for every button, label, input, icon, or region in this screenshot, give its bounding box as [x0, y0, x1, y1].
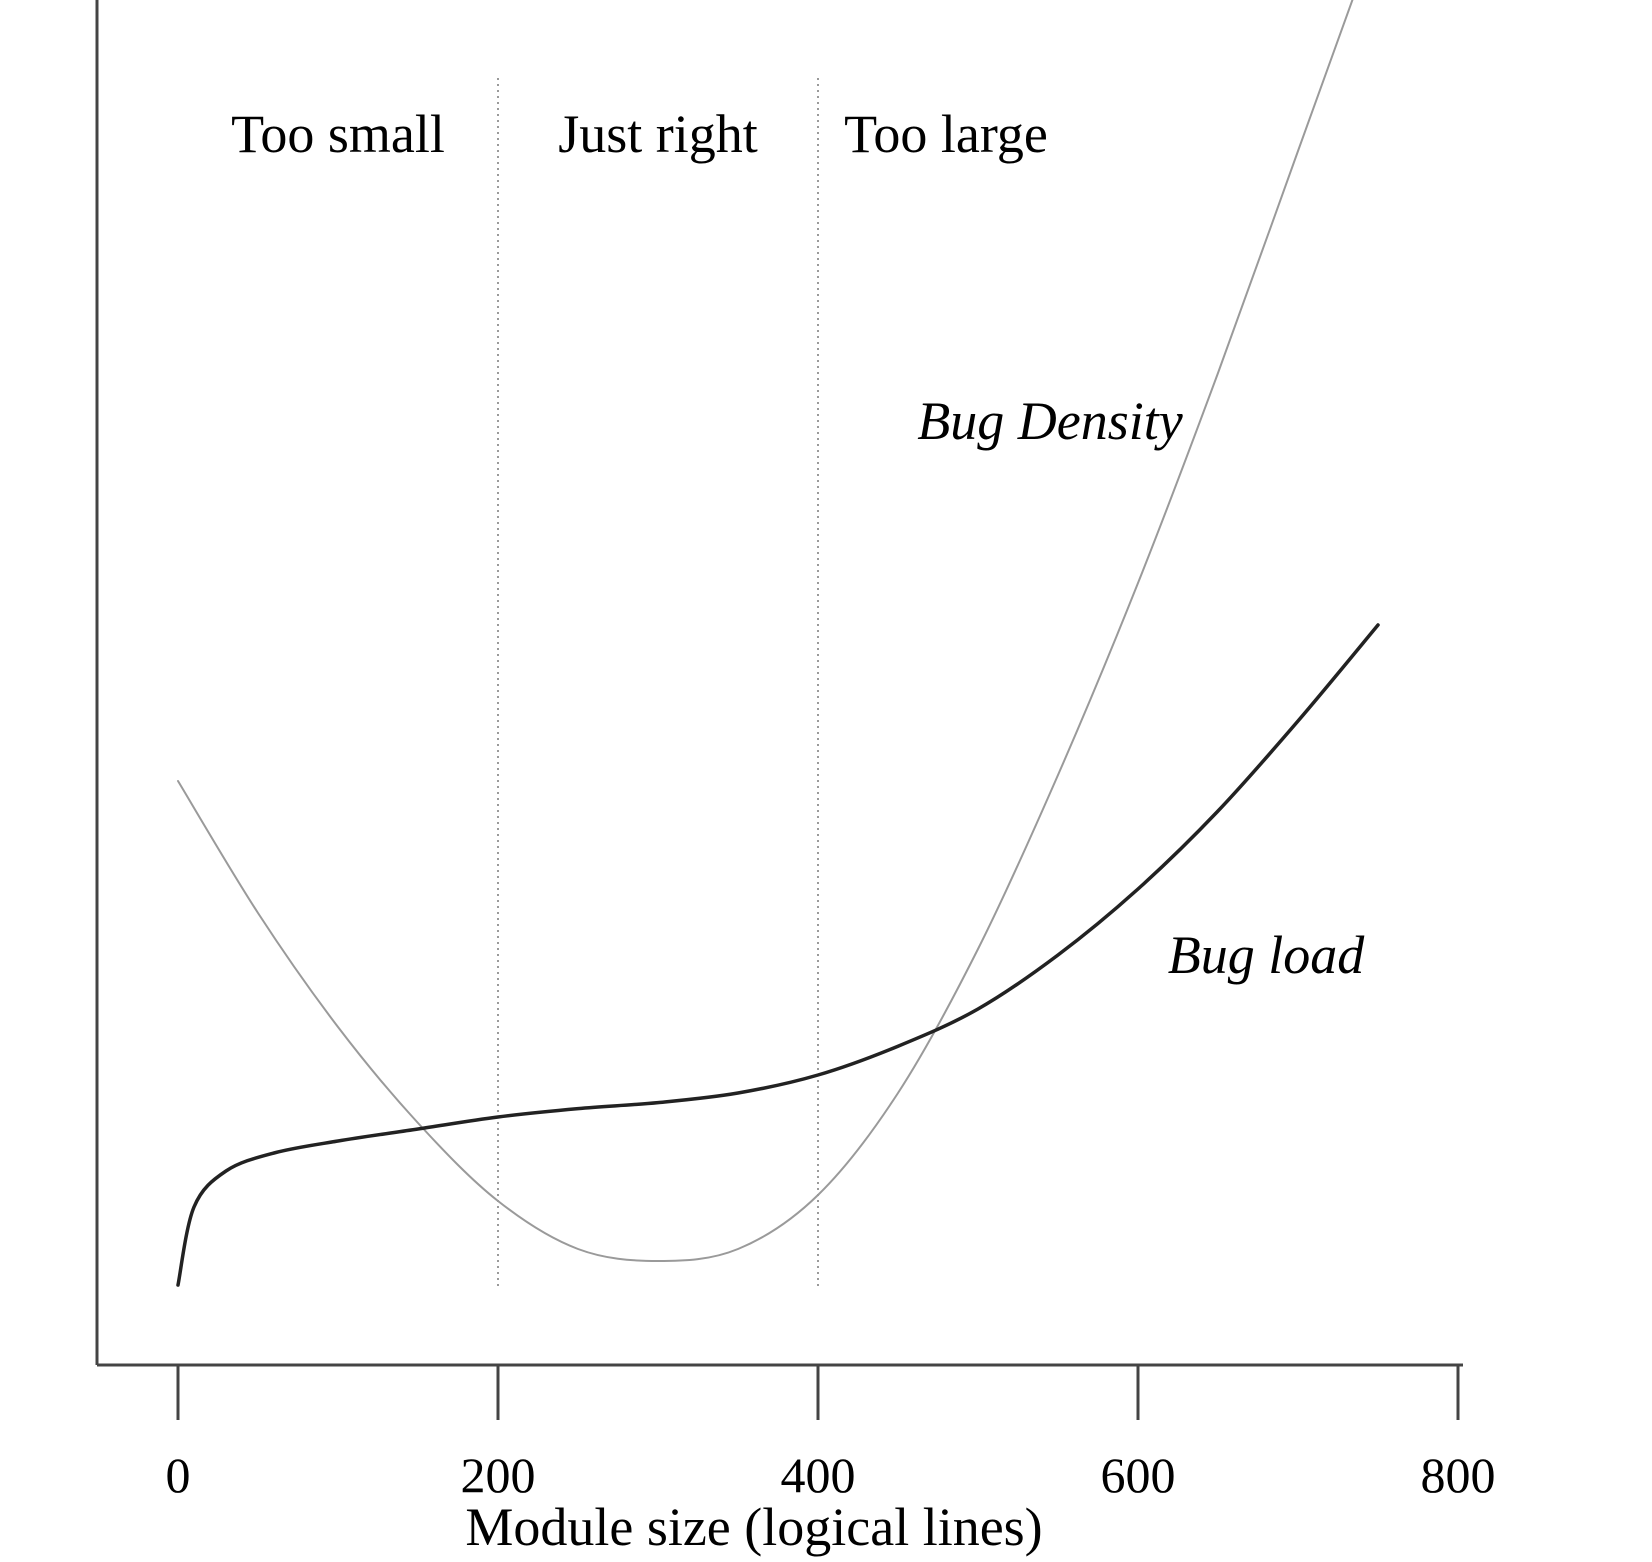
x-tick-label-0: 0 [166, 1447, 191, 1503]
x-tick-label-600: 600 [1101, 1447, 1176, 1503]
x-tick-label-200: 200 [461, 1447, 536, 1503]
x-tick-label-800: 800 [1421, 1447, 1496, 1503]
x-axis-title: Module size (logical lines) [465, 1497, 1042, 1557]
region-label-too-small: Too small [231, 104, 445, 164]
series-label-bug-load: Bug load [1168, 925, 1365, 985]
region-label-just-right: Just right [558, 104, 758, 164]
region-label-too-large: Too large [844, 104, 1048, 164]
series-line-bug-load [176, 623, 1380, 1287]
series-label-bug-density: Bug Density [917, 391, 1182, 451]
x-tick-label-400: 400 [781, 1447, 856, 1503]
series-line-bug-density [177, 0, 1354, 1263]
